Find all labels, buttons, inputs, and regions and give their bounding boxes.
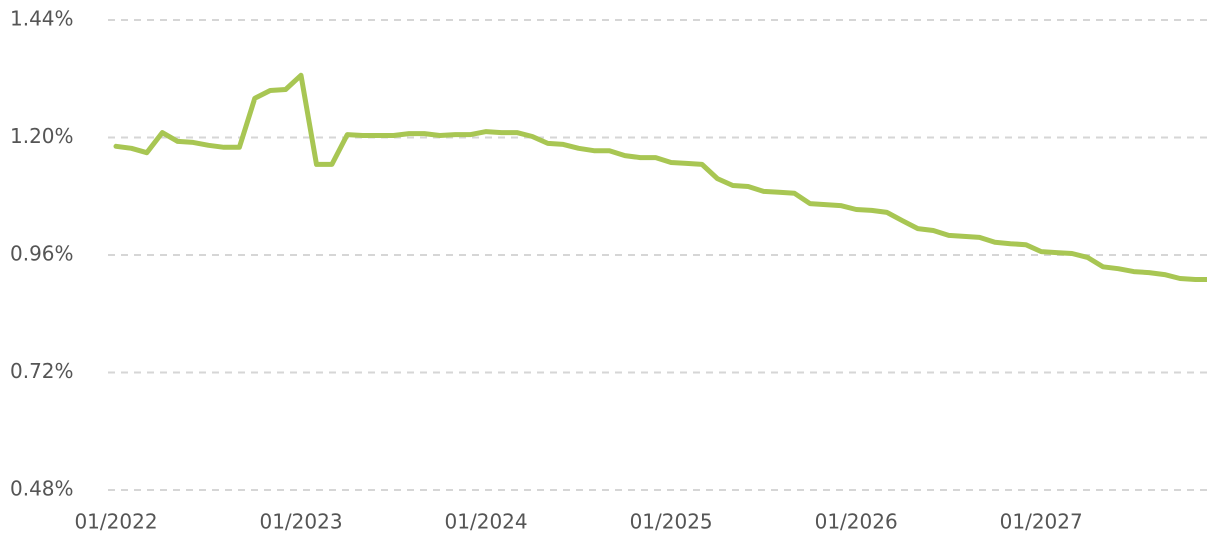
- x-tick-label: 01/2026: [815, 510, 898, 534]
- x-tick-label: 01/2027: [1000, 510, 1083, 534]
- y-tick-label: 0.72%: [10, 359, 74, 383]
- y-tick-label: 0.96%: [10, 242, 74, 266]
- x-tick-label: 01/2024: [445, 510, 528, 534]
- x-tick-label: 01/2022: [74, 510, 157, 534]
- y-tick-label: 1.44%: [10, 7, 74, 31]
- x-tick-label: 01/2023: [259, 510, 342, 534]
- y-tick-label: 0.48%: [10, 477, 74, 501]
- y-tick-label: 1.20%: [10, 124, 74, 148]
- data-line: [113, 72, 1207, 282]
- x-tick-label: 01/2025: [630, 510, 713, 534]
